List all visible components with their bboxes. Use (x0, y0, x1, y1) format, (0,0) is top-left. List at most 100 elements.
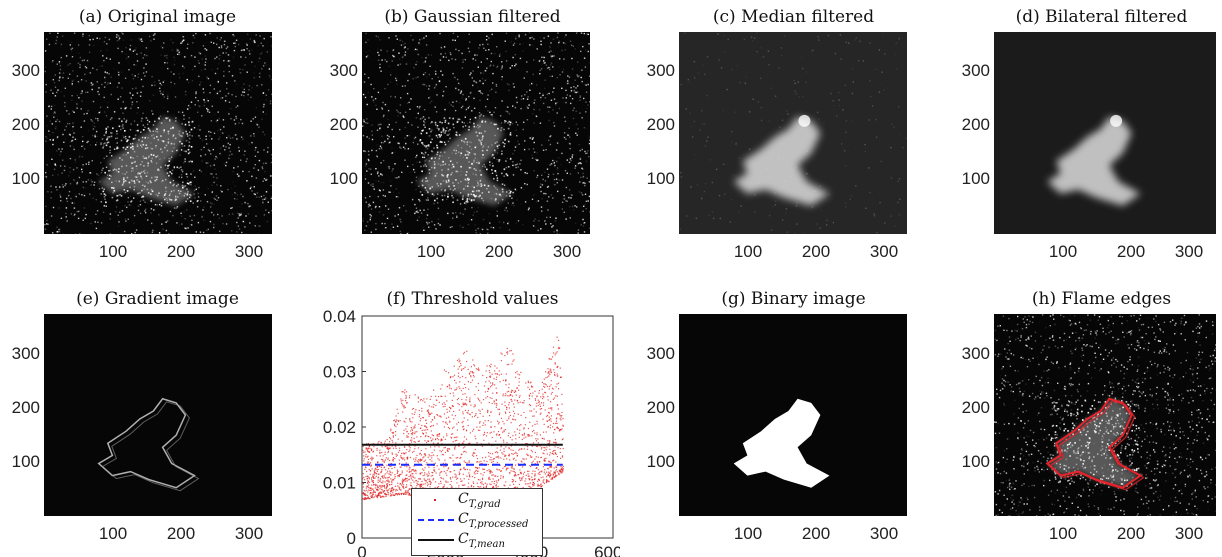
data-point (373, 474, 375, 476)
data-point (452, 376, 454, 378)
data-point (559, 428, 561, 431)
data-point (518, 436, 520, 438)
data-point (541, 485, 543, 487)
data-point (463, 467, 465, 469)
data-point (558, 429, 560, 431)
data-point (428, 413, 430, 416)
original-image (44, 32, 272, 234)
data-point (468, 388, 470, 390)
data-point (431, 452, 433, 454)
data-point (410, 476, 412, 478)
data-point (548, 460, 550, 462)
data-point (474, 466, 477, 469)
data-point (529, 382, 531, 384)
data-point (434, 417, 436, 419)
data-point (503, 423, 505, 425)
data-point (398, 459, 400, 461)
data-point (468, 461, 470, 463)
data-point (498, 408, 500, 410)
data-point (473, 486, 475, 488)
y-tick: 300 (329, 61, 358, 80)
data-point (363, 494, 365, 496)
data-point (458, 442, 460, 444)
data-point (467, 412, 469, 414)
data-point (402, 399, 404, 401)
data-point (454, 440, 456, 442)
data-point (410, 427, 412, 429)
data-point (509, 472, 511, 474)
data-point (482, 424, 484, 426)
data-point (427, 435, 429, 437)
data-point (423, 453, 425, 455)
data-point (386, 483, 388, 485)
data-point (408, 488, 410, 490)
data-point (478, 461, 480, 463)
data-point (435, 472, 437, 474)
data-point (489, 375, 491, 377)
data-point (510, 466, 513, 468)
data-point (417, 483, 419, 485)
data-point (506, 442, 508, 444)
data-point (464, 403, 466, 405)
data-point (480, 460, 482, 462)
data-point (491, 397, 493, 399)
data-point (489, 478, 491, 480)
data-point (473, 482, 475, 484)
data-point (405, 486, 407, 488)
data-point (550, 369, 552, 371)
data-point (543, 423, 545, 425)
data-point (474, 452, 476, 454)
data-point (549, 424, 551, 426)
data-point (381, 475, 383, 478)
data-point (453, 436, 455, 439)
data-point (481, 408, 483, 410)
data-point (504, 428, 507, 431)
data-point (414, 432, 416, 435)
data-point (438, 459, 440, 461)
data-point (549, 452, 551, 454)
data-point (379, 451, 381, 453)
data-point (418, 478, 420, 480)
data-point (443, 484, 445, 486)
data-point (553, 369, 555, 371)
data-point (502, 393, 504, 395)
data-point (438, 483, 440, 485)
data-point (409, 449, 411, 451)
data-point (368, 481, 370, 484)
data-point (395, 488, 397, 490)
data-point (399, 483, 401, 485)
data-point (451, 399, 453, 401)
data-point (516, 428, 518, 430)
data-point (526, 443, 528, 445)
data-point (462, 425, 465, 427)
data-point (430, 430, 432, 432)
data-point (390, 428, 392, 430)
data-point (396, 454, 398, 456)
data-point (401, 472, 403, 474)
data-point (425, 422, 428, 424)
data-point (467, 424, 469, 427)
data-point (405, 474, 407, 476)
data-point (528, 434, 530, 436)
data-point (452, 392, 454, 394)
data-point (378, 492, 380, 495)
data-point (489, 471, 491, 473)
data-point (454, 415, 457, 417)
data-point (509, 459, 511, 461)
data-point (403, 420, 405, 422)
data-point (391, 482, 393, 484)
data-point (547, 414, 549, 416)
data-point (456, 429, 458, 431)
data-point (487, 390, 489, 392)
data-point (510, 470, 512, 472)
data-point (483, 439, 485, 441)
data-point (411, 434, 413, 436)
data-point (397, 412, 399, 414)
data-point (535, 405, 537, 407)
data-point (508, 383, 510, 385)
data-point (537, 485, 539, 487)
data-point (536, 423, 538, 425)
data-point (493, 458, 495, 460)
bilateral-filtered-image (994, 32, 1216, 234)
data-point (384, 493, 387, 495)
